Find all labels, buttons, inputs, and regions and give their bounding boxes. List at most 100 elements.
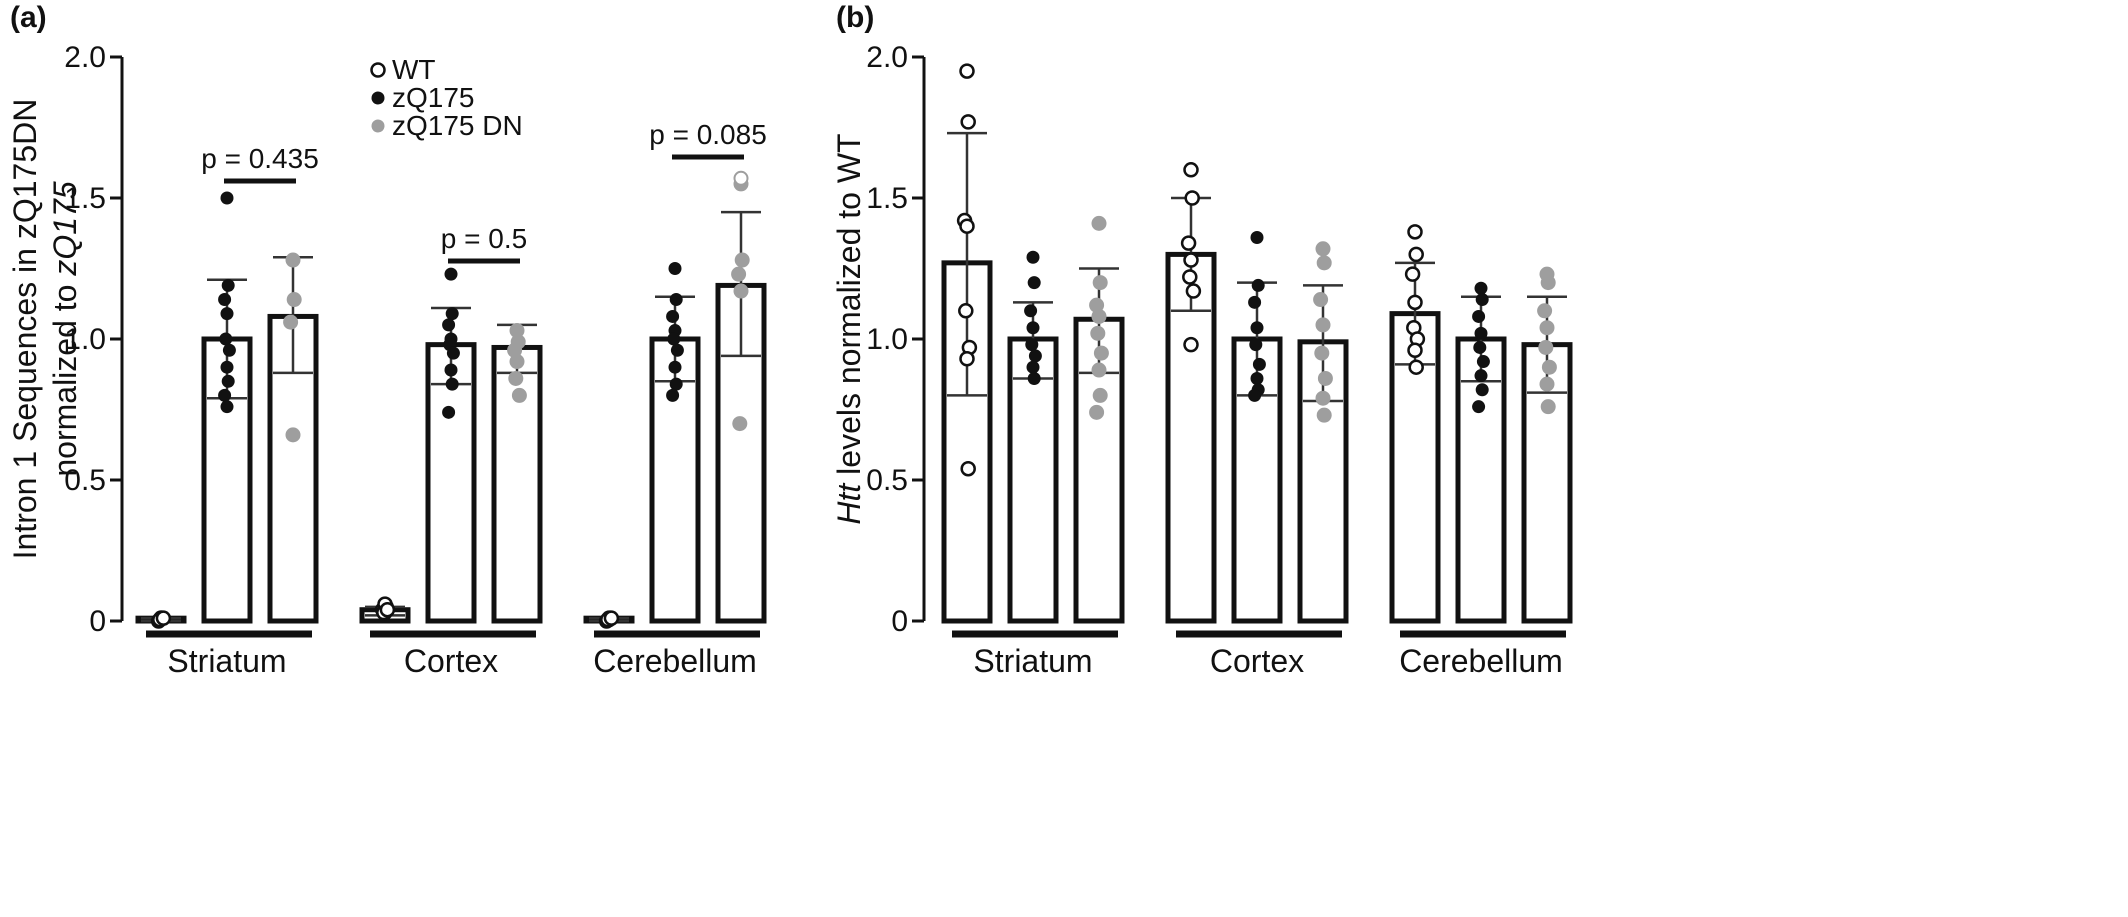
data-point-zq175-dn-cerebellum [1539, 320, 1555, 336]
data-point-zq175-cortex [445, 377, 459, 391]
p-value-label-cortex: p = 0.5 [441, 223, 527, 254]
data-point-zq175-cerebellum [1472, 309, 1486, 323]
y-axis-title-run: normalized to [47, 276, 83, 477]
y-axis-title-run: Htt [831, 483, 867, 525]
data-point-zq175-dn-cortex [1317, 370, 1333, 386]
data-point-zq175-cortex [1248, 388, 1262, 402]
data-point-zq175-dn-cerebellum [731, 266, 747, 282]
data-point-wt-cerebellum [1407, 224, 1423, 240]
data-point-zq175-cerebellum [666, 388, 680, 402]
data-point-zq175-striatum [222, 343, 236, 357]
data-point-zq175-cortex [1250, 371, 1264, 385]
category-label-striatum: Striatum [167, 643, 286, 679]
data-point-wt-cerebellum [1408, 359, 1424, 375]
data-point-wt-cerebellum [1407, 342, 1423, 359]
data-point-wt-striatum [959, 218, 975, 234]
y-tick-label-0: 0 [89, 605, 106, 638]
data-point-zq175-striatum [220, 400, 234, 414]
data-point-zq175-striatum [220, 191, 234, 205]
data-point-zq175-cerebellum [1476, 355, 1490, 369]
data-point-zq175-cerebellum [670, 343, 684, 357]
legend-label-zq175-dn: zQ175 DN [392, 110, 523, 141]
data-point-zq175-dn-striatum [1093, 345, 1109, 361]
data-point-zq175-dn-cortex [1313, 292, 1329, 308]
data-point-wt-striatum [959, 63, 975, 79]
data-point-zq175-cerebellum [1474, 369, 1488, 383]
bar-zq175-cerebellum [649, 336, 701, 624]
data-point-zq175-striatum [1026, 250, 1040, 264]
data-point-zq175-dn-striatum [1090, 325, 1106, 341]
y-tick-label-2-0: 2.0 [866, 41, 908, 74]
data-point-zq175-cerebellum [1473, 340, 1487, 354]
y-axis-title-line-1: Intron 1 Sequences in zQ175DN [7, 99, 43, 560]
data-point-wt-striatum [958, 303, 974, 319]
data-point-zq175-cortex [442, 405, 456, 419]
data-point-zq175-striatum [221, 374, 235, 388]
data-point-zq175-cortex [1250, 321, 1264, 335]
data-point-zq175-cerebellum [1474, 281, 1488, 295]
data-point-zq175-cortex [446, 346, 460, 360]
data-point-zq175-dn-cortex [1315, 317, 1331, 333]
y-axis-title-run: Intron 1 Sequences in zQ175DN [7, 99, 43, 560]
data-point-zq175-cerebellum [1474, 326, 1488, 340]
panel-b-chart: (b) 0 0.5 1.0 1.5 2.0 Htt levels normalized to… [831, 1, 1573, 679]
data-point-zq175-cerebellum [1475, 383, 1489, 397]
category-label-striatum: Striatum [973, 643, 1092, 679]
data-point-zq175-dn-striatum [285, 252, 301, 268]
y-tick-label-0: 0 [891, 605, 908, 638]
data-point-zq175-dn-cerebellum [733, 283, 749, 299]
data-point-zq175-striatum [220, 307, 234, 321]
legend-marker-wt [370, 62, 386, 78]
y-axis-title-line-1: Htt levels normalized to WT [831, 133, 867, 524]
data-point-zq175-dn-striatum [1091, 308, 1107, 324]
bar-zq175-cortex [425, 342, 477, 624]
data-point-zq175-cortex [1250, 230, 1264, 244]
y-axis-title-run: levels normalized to WT [831, 133, 867, 483]
category-label-cortex: Cortex [404, 643, 498, 679]
data-point-zq175-dn-striatum [1092, 387, 1108, 403]
data-point-zq175-striatum [218, 388, 232, 402]
category-label-cerebellum: Cerebellum [1399, 643, 1563, 679]
category-label-cortex: Cortex [1210, 643, 1304, 679]
data-point-zq175-cortex [442, 318, 456, 332]
data-point-zq175-striatum [218, 293, 232, 307]
data-point-wt-striatum [960, 114, 976, 130]
data-point-zq175-dn-striatum [1089, 297, 1105, 313]
data-point-zq175-cerebellum [668, 262, 682, 275]
data-point-zq175-dn-cortex [509, 323, 525, 339]
data-point-zq175-cerebellum [1472, 400, 1486, 414]
data-point-zq175-cerebellum [669, 293, 683, 307]
y-tick-label-2-0: 2.0 [64, 41, 106, 74]
data-point-zq175-dn-cerebellum [1537, 303, 1553, 319]
data-point-zq175-striatum [1027, 276, 1041, 290]
data-point-zq175-dn-cerebellum [1540, 275, 1556, 291]
data-point-wt-cerebellum [1407, 294, 1423, 311]
y-tick-label-1-0: 1.0 [866, 323, 908, 356]
y-axis-title-run: zQ175 [47, 181, 83, 276]
legend-marker-zq175 [371, 91, 385, 105]
data-point-zq175-dn-cortex [1315, 241, 1331, 257]
data-point-zq175-dn-cerebellum [732, 416, 748, 432]
panel-label: (b) [836, 1, 874, 34]
p-value-label-striatum: p = 0.435 [201, 143, 319, 174]
data-point-zq175-dn-cerebellum [1540, 399, 1556, 415]
y-tick-label-1-5: 1.5 [866, 182, 908, 215]
y-tick-label-0-5: 0.5 [866, 464, 908, 497]
data-point-wt-cortex [1183, 336, 1199, 353]
data-point-zq175-cortex [1249, 338, 1263, 352]
data-point-zq175-striatum [219, 332, 233, 346]
data-point-zq175-cerebellum [669, 377, 683, 391]
data-point-zq175-striatum [221, 278, 235, 292]
data-point-zq175-cortex [444, 267, 458, 281]
legend-label-zq175: zQ175 [392, 82, 475, 113]
data-point-zq175-dn-cerebellum [1538, 339, 1554, 355]
data-point-wt-striatum [155, 610, 172, 626]
data-point-wt-cortex [379, 601, 396, 618]
data-point-wt-cortex [1180, 235, 1197, 251]
data-point-zq175-dn-cortex [511, 387, 527, 403]
data-point-wt-cortex [1183, 162, 1199, 178]
p-value-label-cerebellum: p = 0.085 [649, 119, 767, 150]
data-point-zq175-dn-cortex [507, 342, 523, 358]
data-point-zq175-dn-striatum [1091, 215, 1107, 231]
